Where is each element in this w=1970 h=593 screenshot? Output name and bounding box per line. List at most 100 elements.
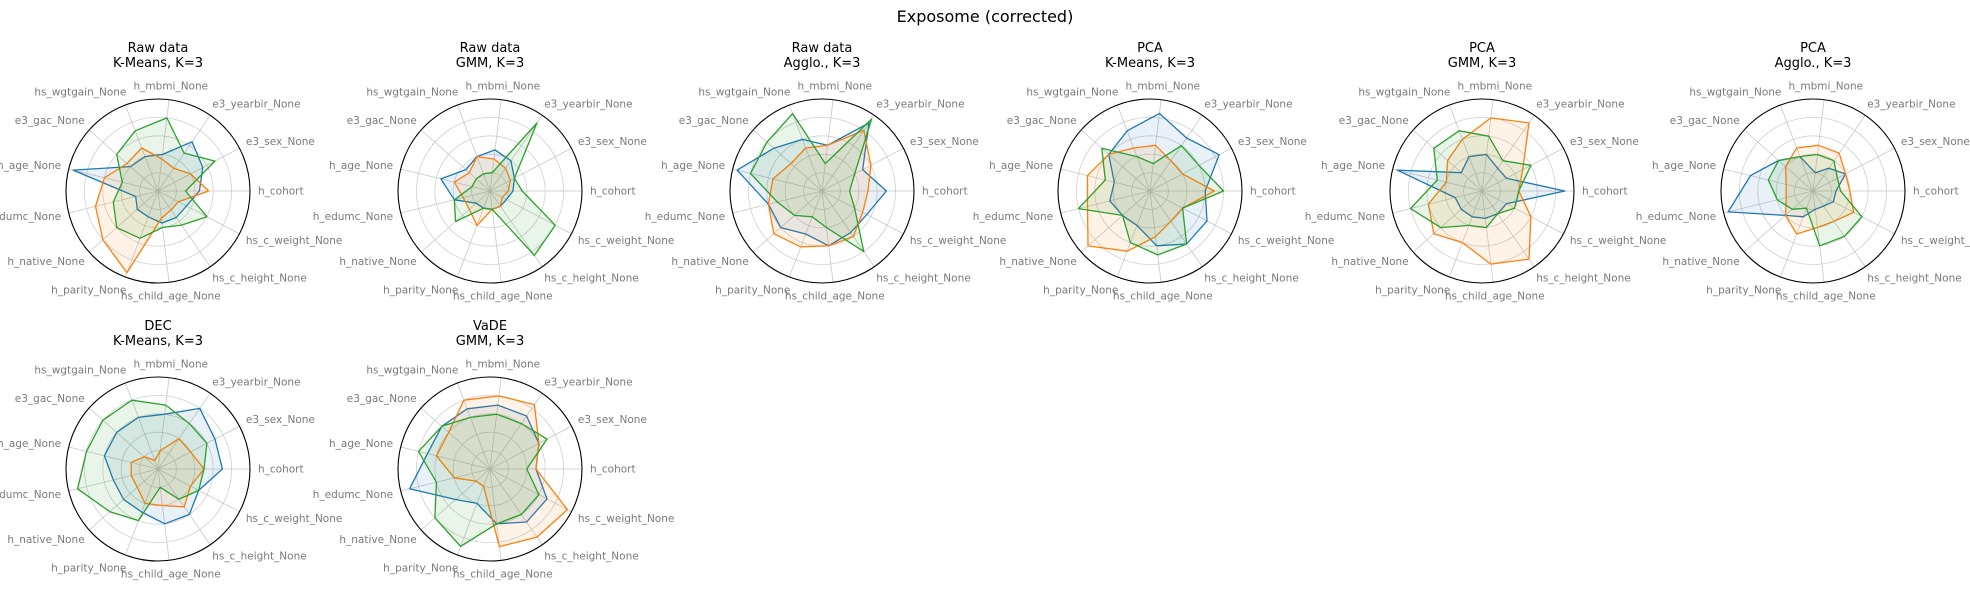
axis-label: h_edumc_None: [0, 489, 61, 501]
axis-spoke: [489, 99, 502, 192]
axis-spoke: [1449, 104, 1483, 192]
axis-label: hs_c_height_None: [544, 273, 639, 285]
axis-spoke: [821, 190, 834, 283]
radar-chart: h_cohort e3_sex_None e3_yearbir_Noneh_mbmi…: [0, 319, 342, 581]
axis-spoke: [489, 393, 543, 470]
polar-frame: [1389, 98, 1575, 284]
subplot-title: Raw data: [128, 41, 189, 56]
axis-spoke: [457, 104, 491, 192]
axis-spoke: [752, 190, 823, 253]
polar-frame: [397, 98, 583, 284]
series-polygon: [749, 112, 873, 253]
axis-spoke: [1723, 190, 1814, 214]
axis-label: h_edumc_None: [1636, 211, 1716, 223]
axis-label: h_parity_None: [51, 563, 126, 575]
axis-label: hs_child_age_None: [453, 569, 553, 581]
axis-label: hs_wgtgain_None: [1689, 86, 1781, 98]
axis-label: e3_gac_None: [1007, 115, 1077, 127]
axis-label: hs_c_height_None: [1536, 273, 1631, 285]
axis-spoke: [157, 190, 170, 283]
axis-label: e3_yearbir_None: [1867, 98, 1955, 110]
series-polygon: [1427, 117, 1532, 265]
axis-label: hs_wgtgain_None: [1026, 86, 1118, 98]
axis-label: e3_yearbir_None: [1204, 98, 1292, 110]
axis-label: e3_yearbir_None: [212, 376, 300, 388]
axis-spoke: [1149, 147, 1232, 192]
axis-spoke: [1481, 190, 1494, 283]
axis-spoke: [489, 468, 572, 513]
axis-label: h_parity_None: [383, 563, 458, 575]
axis-label: e3_sex_None: [578, 414, 647, 426]
axis-label: hs_c_height_None: [1867, 273, 1962, 285]
axis-spoke: [1392, 190, 1483, 214]
axis-label: e3_yearbir_None: [1536, 98, 1624, 110]
axis-label: h_mbmi_None: [1458, 80, 1533, 92]
axis-label: h_age_None: [0, 160, 61, 172]
polar-frame: [1057, 98, 1243, 284]
series-polygon: [453, 155, 512, 227]
axis-spoke: [489, 147, 572, 192]
axis-label: e3_yearbir_None: [544, 376, 632, 388]
subplot-title: DEC: [144, 319, 171, 334]
axis-spoke: [400, 468, 491, 492]
series-polygon: [435, 395, 569, 548]
subplot-title: PCA: [1800, 41, 1826, 56]
axis-label: hs_wgtgain_None: [34, 364, 126, 376]
axis-spoke: [420, 129, 491, 192]
axis-label: e3_sex_None: [246, 136, 315, 148]
axis-spoke: [157, 99, 170, 192]
axis-spoke: [68, 446, 159, 470]
axis-spoke: [821, 115, 875, 192]
series-polygon: [103, 407, 224, 525]
axis-spoke: [88, 407, 159, 470]
axis-spoke: [457, 468, 491, 556]
axis-spoke: [68, 168, 159, 192]
axis-label: e3_gac_None: [347, 393, 417, 405]
series-polygon: [453, 122, 556, 257]
axis-spoke: [157, 190, 240, 235]
axis-spoke: [157, 393, 211, 470]
axis-spoke: [1481, 190, 1564, 235]
axis-label: h_parity_None: [1375, 285, 1450, 297]
axis-label: hs_wgtgain_None: [366, 364, 458, 376]
axis-spoke: [400, 446, 491, 470]
axis-spoke: [457, 190, 491, 278]
axis-label: h_parity_None: [383, 285, 458, 297]
axis-spoke: [125, 190, 159, 278]
axis-label: hs_c_height_None: [544, 551, 639, 563]
axis-label: e3_sex_None: [246, 414, 315, 426]
axis-label: h_native_None: [339, 534, 416, 546]
axis-label: e3_yearbir_None: [212, 98, 300, 110]
radar-chart: h_cohort e3_sex_None e3_yearbir_Noneh_mbmi…: [1305, 41, 1667, 303]
axis-label: e3_yearbir_None: [544, 98, 632, 110]
axis-spoke: [489, 190, 572, 235]
axis-spoke: [400, 190, 491, 214]
axis-spoke: [1080, 190, 1151, 253]
radar-chart: h_cohort e3_sex_None e3_yearbir_Noneh_mbmi…: [1636, 41, 1970, 303]
axis-label: hs_c_weight_None: [578, 235, 674, 247]
axis-label: hs_c_weight_None: [1570, 235, 1666, 247]
subplot-title: PCA: [1469, 41, 1495, 56]
axis-spoke: [88, 190, 159, 253]
axis-spoke: [88, 129, 159, 192]
axis-label: hs_wgtgain_None: [34, 86, 126, 98]
polar-frame: [65, 98, 251, 284]
axis-label: e3_yearbir_None: [876, 98, 964, 110]
series-polygon: [1108, 112, 1220, 247]
series-polygon: [72, 141, 204, 224]
subplot-title: VaDE: [473, 319, 507, 334]
axis-label: h_native_None: [671, 256, 748, 268]
subplot-title: PCA: [1137, 41, 1163, 56]
series-polygon: [130, 438, 205, 508]
series-polygon: [1784, 144, 1855, 235]
axis-spoke: [457, 382, 491, 470]
subplot-title: Raw data: [792, 41, 853, 56]
axis-label: h_mbmi_None: [134, 80, 209, 92]
axis-spoke: [1412, 190, 1483, 253]
axis-spoke: [1743, 190, 1814, 253]
axis-label: e3_sex_None: [1238, 136, 1307, 148]
axis-label: h_mbmi_None: [466, 80, 541, 92]
polar-frame: [65, 376, 251, 562]
axis-label: h_cohort: [590, 186, 636, 198]
